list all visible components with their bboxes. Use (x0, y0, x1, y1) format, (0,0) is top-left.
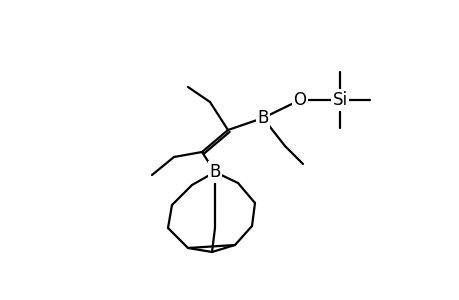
Text: O: O (293, 91, 306, 109)
Text: B: B (257, 109, 268, 127)
Text: B: B (209, 163, 220, 181)
Text: Si: Si (332, 91, 347, 109)
